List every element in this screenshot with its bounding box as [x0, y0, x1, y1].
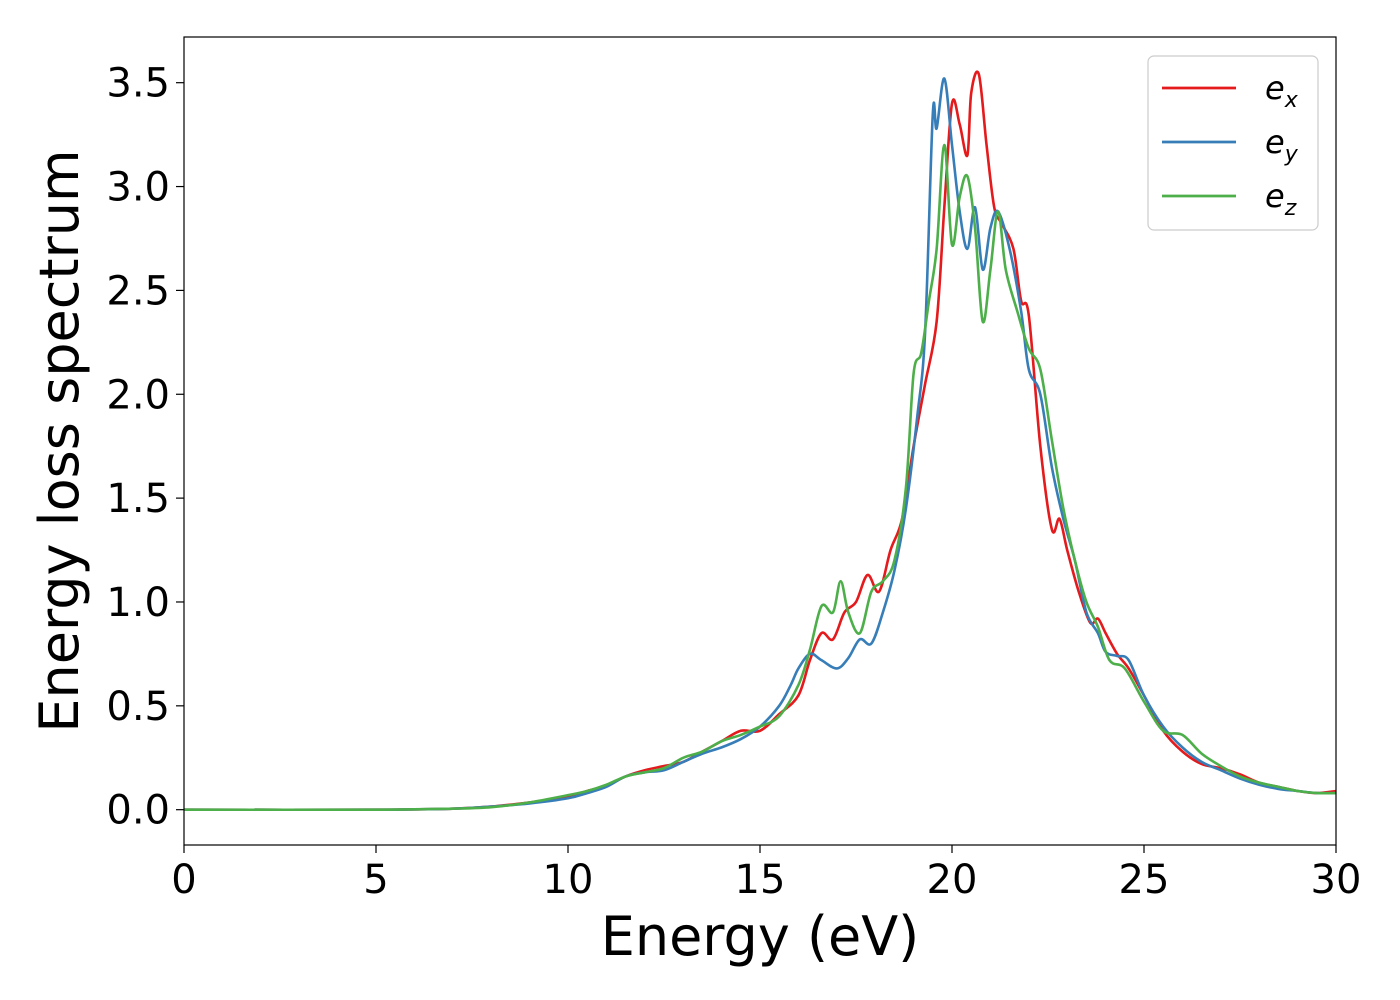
- y-tick-label: 2.5: [106, 268, 170, 314]
- x-tick-label: 15: [735, 857, 786, 903]
- x-tick-label: 0: [171, 857, 196, 903]
- x-axis-label: Energy (eV): [601, 905, 920, 968]
- y-tick-label: 3.0: [106, 165, 170, 211]
- x-tick-label: 20: [927, 857, 978, 903]
- legend-label-e-y: ey: [1265, 123, 1299, 167]
- y-tick-label: 2.0: [106, 372, 170, 418]
- legend-label-e-z: ez: [1265, 177, 1297, 221]
- series-line-e-z: [183, 143, 1337, 812]
- y-tick-label: 3.5: [106, 61, 170, 107]
- axes-layer: 0 5 10 15 20 25 30 0.0 0.5 1.0 1.5 2.0 2.5 3.0 3.5: [106, 36, 1362, 903]
- y-tick-label: 0.5: [106, 684, 170, 730]
- y-tick-label: 1.5: [106, 476, 170, 522]
- series-layer: [183, 70, 1337, 812]
- legend-label-e-x: ex: [1265, 69, 1299, 113]
- x-tick-label: 5: [363, 857, 388, 903]
- y-tick-label: 0.0: [106, 788, 170, 834]
- x-tick-label: 25: [1119, 857, 1170, 903]
- y-tick-label: 1.0: [106, 580, 170, 626]
- legend: ex ey ez: [1147, 55, 1319, 231]
- x-tick-label: 10: [543, 857, 594, 903]
- x-tick-label: 30: [1311, 857, 1362, 903]
- y-axis-label: Energy loss spectrum: [28, 149, 91, 732]
- series-line-e-y: [183, 77, 1337, 812]
